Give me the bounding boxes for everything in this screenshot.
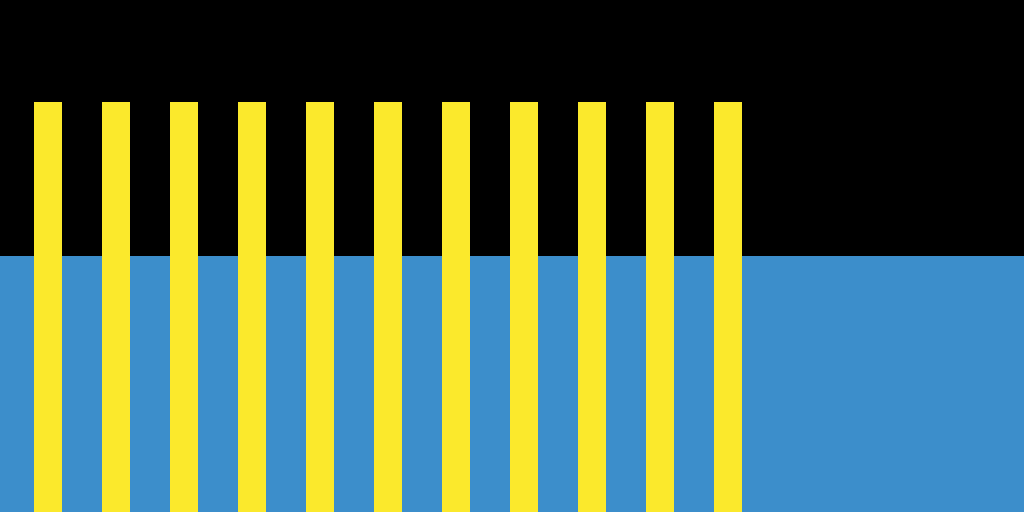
vertical-bar-3 xyxy=(238,102,266,512)
vertical-bar-7 xyxy=(510,102,538,512)
vertical-bar-6 xyxy=(442,102,470,512)
vertical-bar-0 xyxy=(34,102,62,512)
flag-graphic xyxy=(0,0,1024,512)
vertical-bar-2 xyxy=(170,102,198,512)
vertical-bar-5 xyxy=(374,102,402,512)
vertical-bar-1 xyxy=(102,102,130,512)
vertical-bar-4 xyxy=(306,102,334,512)
vertical-bar-9 xyxy=(646,102,674,512)
vertical-bar-10 xyxy=(714,102,742,512)
vertical-bar-8 xyxy=(578,102,606,512)
